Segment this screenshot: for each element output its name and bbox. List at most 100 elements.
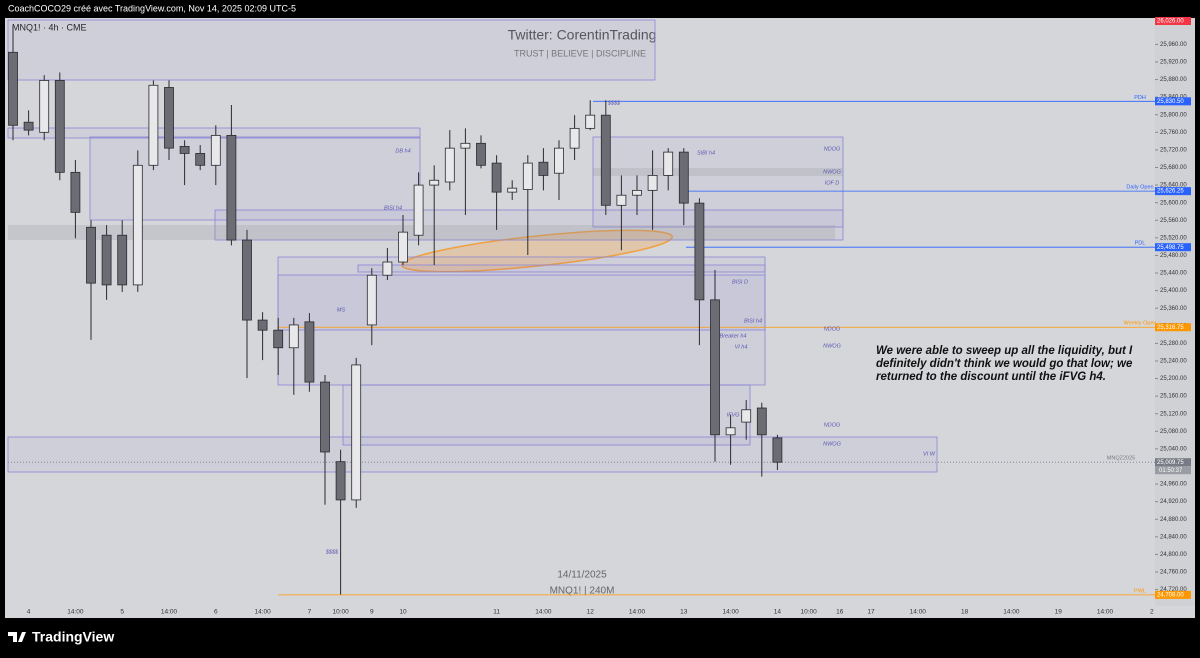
watermark: Twitter: CorentinTrading	[508, 27, 657, 43]
x-tick-label: 14:00	[254, 609, 271, 616]
level-tag	[1155, 590, 1191, 599]
level-tag	[1155, 97, 1191, 106]
level-name: MNQZ2025	[1107, 456, 1135, 462]
candle-body	[226, 134, 237, 241]
candle-body	[132, 164, 143, 286]
y-tick-label: 25,400.00	[1160, 288, 1187, 294]
y-tick-label: 25,120.00	[1160, 411, 1187, 417]
x-tick-label: 9	[370, 609, 374, 616]
zone-box	[277, 256, 766, 331]
x-tick-label: 2	[1150, 609, 1154, 616]
x-tick-label: 6	[214, 609, 218, 616]
x-tick-label: 4	[27, 609, 31, 616]
candle-body	[257, 319, 268, 331]
level-name: PDL	[1135, 241, 1146, 247]
candle-body	[678, 151, 689, 204]
candle-body	[710, 299, 720, 436]
level-price: 25,626.25	[1157, 189, 1184, 195]
y-tick-label: 25,440.00	[1160, 271, 1187, 277]
candle-body	[413, 184, 424, 236]
candle-body	[117, 234, 128, 286]
x-tick-label: 14:00	[722, 609, 739, 616]
zone-band	[593, 168, 843, 176]
logo	[8, 632, 26, 642]
date-label: 14/11/2025	[557, 570, 607, 581]
zone-label: NWOG	[823, 169, 841, 175]
candle-body	[39, 80, 50, 133]
y-tick-label: 25,760.00	[1160, 130, 1187, 136]
candle-body	[320, 381, 330, 453]
level-tag	[1155, 187, 1191, 196]
zone-label: BISI h4	[384, 205, 402, 211]
x-tick-label: 14	[774, 609, 782, 616]
candle-body	[179, 145, 190, 154]
countdown-tag	[1155, 466, 1191, 475]
candle-body	[522, 162, 533, 190]
y-tick-label: 25,920.00	[1160, 60, 1187, 66]
zone-label: Breaker h4	[720, 333, 747, 339]
zone-label: BISI h4	[744, 318, 762, 324]
y-tick-label: 24,920.00	[1160, 499, 1187, 505]
symbol: MNQ1! · 4h · CME	[12, 22, 87, 32]
candle-body	[195, 153, 206, 166]
x-tick-label: 17	[867, 609, 875, 616]
candle-body	[86, 226, 96, 284]
x-tick-label: 16	[836, 609, 844, 616]
x-tick-label: 5	[120, 609, 124, 616]
candle-body	[663, 151, 674, 176]
candle-body	[164, 87, 174, 149]
candle-body	[148, 84, 159, 166]
level-price: 25,830.50	[1157, 99, 1184, 105]
x-tick-label: 14:00	[1097, 609, 1114, 616]
zone-box	[7, 436, 938, 473]
candle-body	[569, 127, 580, 149]
candle-body	[538, 161, 549, 176]
x-tick-label: 19	[1055, 609, 1063, 616]
y-tick-label: 25,800.00	[1160, 112, 1187, 118]
zone-label: MS	[337, 307, 346, 313]
annotation: We were able to sweep up all the liquidi…	[876, 345, 1133, 383]
zone-label: SIBI h4	[697, 150, 715, 156]
candle-body	[632, 189, 642, 196]
candle-body	[647, 175, 658, 191]
y-tick-label: 25,720.00	[1160, 147, 1187, 153]
candle-body	[491, 162, 502, 193]
zone-label: DB h4	[395, 148, 410, 154]
level-price: 24,708.00	[1157, 592, 1184, 598]
candle-body	[70, 171, 81, 213]
candle-body	[616, 194, 627, 206]
zone-box	[7, 19, 656, 81]
y-tick-label: 24,840.00	[1160, 534, 1187, 540]
level-price: 25,009.75	[1157, 460, 1184, 466]
candle-body	[429, 179, 440, 186]
price-axis	[1155, 18, 1195, 606]
y-tick-label: 25,560.00	[1160, 218, 1187, 224]
y-tick-label: 25,160.00	[1160, 394, 1187, 400]
y-tick-label: 25,600.00	[1160, 200, 1187, 206]
footer: TradingView	[32, 629, 114, 645]
candle-body	[382, 261, 393, 276]
y-tick-label: 25,680.00	[1160, 165, 1187, 171]
x-tick-label: 12	[587, 609, 595, 616]
level-tag	[1155, 17, 1191, 25]
level-name: PWL	[1134, 588, 1146, 594]
candle-body	[23, 121, 34, 131]
x-tick-label: 14:00	[1003, 609, 1020, 616]
x-tick-label: 7	[308, 609, 312, 616]
zone-label: IOF D	[825, 180, 840, 186]
candle-body	[351, 364, 362, 501]
candle-body	[366, 274, 377, 326]
y-tick-label: 25,880.00	[1160, 77, 1187, 83]
candle-body	[756, 407, 767, 436]
zone-label: NDOG	[824, 326, 841, 332]
level-price: 25,316.75	[1157, 325, 1184, 331]
candle-body	[210, 134, 221, 166]
zone-label: NDOG	[824, 422, 841, 428]
y-tick-label: 25,240.00	[1160, 359, 1187, 365]
x-tick-label: 14:00	[629, 609, 646, 616]
candle-body	[694, 202, 705, 301]
candle-body	[476, 142, 486, 166]
watermark: TRUST | BELIEVE | DISCIPLINE	[514, 48, 646, 58]
y-tick-label: 24,720.00	[1160, 587, 1187, 593]
